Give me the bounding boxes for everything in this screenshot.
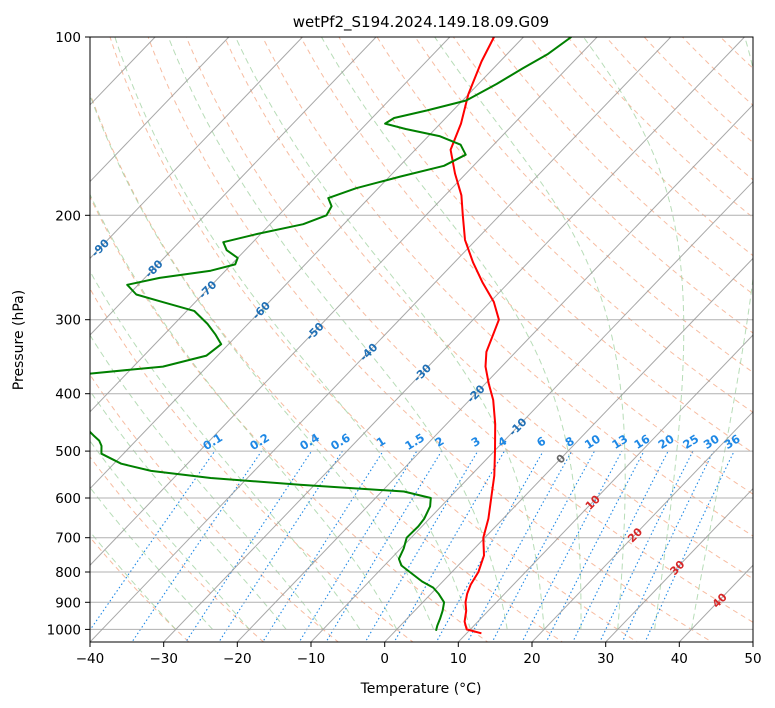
dry-adiabat-line <box>90 287 414 642</box>
profiles <box>90 37 572 635</box>
x-tick-label: 50 <box>744 651 761 667</box>
x-tick-label: −30 <box>149 651 178 667</box>
mixing-ratio-line <box>393 450 505 642</box>
moist-adiabat-line <box>582 37 685 630</box>
mixing-ratio-line <box>466 450 573 642</box>
dewpoint-profile <box>90 37 572 631</box>
isotherm-line <box>310 180 753 642</box>
moist-adiabat-line <box>90 440 250 630</box>
plot-frame <box>89 36 754 643</box>
dry-adiabat-line <box>414 37 753 374</box>
isotherm-line <box>384 257 753 642</box>
plot-area: -100-90-80-70-60-50-40-30-20-10010203040… <box>90 37 753 642</box>
y-tick-label: 400 <box>55 387 81 403</box>
dry-adiabats <box>90 37 753 642</box>
moist-adiabat-line <box>321 37 582 630</box>
isotherm-line <box>163 37 745 642</box>
moist-adiabat-line <box>90 389 287 630</box>
y-tick-label: 900 <box>55 595 81 611</box>
y-axis: 100 200 300 400 500 600 700 800 900 1000 <box>47 30 90 638</box>
isotherm-line <box>605 487 753 642</box>
dry-adiabat-line <box>490 37 753 295</box>
mixing-ratio-line <box>621 450 714 642</box>
isotherm-line <box>236 104 753 642</box>
dry-adiabat-line <box>90 92 564 642</box>
x-axis-label: Temperature (°C) <box>360 681 482 697</box>
y-tick-label: 200 <box>55 208 81 224</box>
y-tick-label: 300 <box>55 313 81 329</box>
y-tick-label: 600 <box>55 491 81 507</box>
y-axis-label: Pressure (hPa) <box>11 290 27 390</box>
mixing-ratio-line <box>218 450 343 642</box>
dry-adiabat-line <box>90 195 489 642</box>
x-tick-label: −20 <box>223 651 252 667</box>
y-tick-label: 1000 <box>47 622 81 638</box>
mixing-ratio-line <box>364 450 479 642</box>
y-tick-label: 800 <box>55 565 81 581</box>
mixing-ratio-line <box>644 450 735 642</box>
dry-adiabat-line <box>452 37 753 334</box>
moist-adiabat-line <box>90 270 361 630</box>
mixing-ratio-line <box>599 450 694 642</box>
moist-adiabat-line <box>90 93 435 630</box>
mixing-ratio-line <box>185 450 313 642</box>
dry-adiabat-line <box>147 37 713 642</box>
x-tick-label: 20 <box>523 651 540 667</box>
isotherms <box>90 37 753 642</box>
x-tick-label: −40 <box>76 651 105 667</box>
isotherm-line <box>90 37 303 260</box>
y-tick-label: 100 <box>55 30 81 46</box>
dry-adiabat-line <box>90 456 265 642</box>
mixing-ratio-line <box>435 450 544 642</box>
mixing-ratio-lines <box>90 450 735 642</box>
isotherm-line <box>90 37 230 183</box>
mixing-ratio-line <box>325 450 443 642</box>
isotherm-line <box>90 37 672 642</box>
moist-adiabat-line <box>114 37 471 630</box>
y-tick-label: 500 <box>55 444 81 460</box>
x-tick-label: 40 <box>671 651 688 667</box>
mixing-ratio-line <box>572 450 669 642</box>
mixing-ratio-line <box>131 450 263 642</box>
dry-adiabat-line <box>223 37 753 580</box>
dry-adiabat-line <box>529 37 753 257</box>
isotherm-line <box>90 37 377 336</box>
isotherm-line <box>531 411 753 642</box>
isotherm-line <box>90 37 451 413</box>
moist-adiabat-line <box>434 37 626 630</box>
moist-adiabat-line <box>234 37 545 630</box>
dry-adiabat-line <box>376 37 753 413</box>
chart-title: wetPf2_S194.2024.149.18.09.G09 <box>293 13 549 32</box>
moist-adiabat-line <box>690 37 753 630</box>
mixing-ratio-line <box>545 450 645 642</box>
y-tick-label: 700 <box>55 531 81 547</box>
isotherm-line <box>90 37 598 566</box>
moist-adiabats <box>90 37 753 630</box>
moist-adiabat-line <box>167 37 508 630</box>
x-tick-label: 0 <box>380 651 389 667</box>
isotherm-line <box>90 37 524 490</box>
moist-adiabat-line <box>90 486 213 630</box>
mixing-ratio-line <box>90 450 216 632</box>
temperature-profile <box>449 37 500 635</box>
x-axis: −40 −30 −20 −10 0 10 20 30 40 50 <box>76 642 762 667</box>
x-tick-label: 30 <box>597 651 614 667</box>
dry-adiabat-line <box>185 37 753 623</box>
moist-adiabat-line <box>90 193 398 630</box>
x-tick-label: −10 <box>297 651 326 667</box>
isotherm-line <box>457 334 753 642</box>
x-tick-label: 10 <box>450 651 467 667</box>
dry-adiabat-line <box>567 37 753 219</box>
pressure-grid <box>90 37 753 630</box>
